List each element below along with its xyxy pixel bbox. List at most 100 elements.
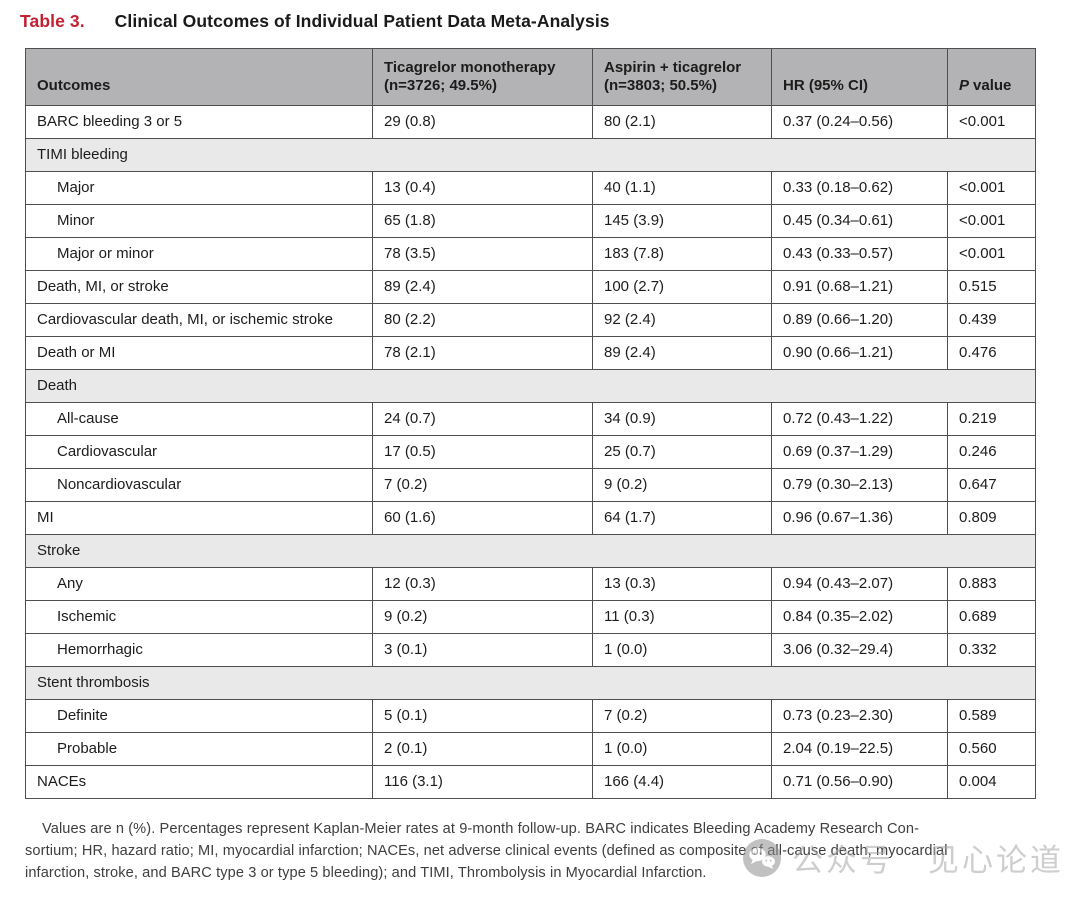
value-cell: 0.90 (0.66–1.21) (771, 336, 948, 370)
value-cell: 80 (2.2) (372, 303, 593, 337)
value-cell: 13 (0.4) (372, 171, 593, 205)
value-cell: 100 (2.7) (592, 270, 772, 304)
value-cell: 0.96 (0.67–1.36) (771, 501, 948, 535)
value-cell: 60 (1.6) (372, 501, 593, 535)
value-cell: 0.809 (947, 501, 1036, 535)
value-cell: 12 (0.3) (372, 567, 593, 601)
section-label: Stroke (25, 534, 1036, 568)
value-cell: 0.246 (947, 435, 1036, 469)
outcome-cell: Cardiovascular (25, 435, 373, 469)
table-row: Noncardiovascular 7 (0.2) 9 (0.2) 0.79 (0.3… (25, 468, 1036, 502)
table-row: Minor 65 (1.8) 145 (3.9) 0.45 (0.34–0.61) <0… (25, 204, 1036, 238)
table-row: Major 13 (0.4) 40 (1.1) 0.33 (0.18–0.62) <0.… (25, 171, 1036, 205)
outcome-cell: NACEs (25, 765, 373, 799)
col-header-ticagrelor: Ticagrelor monotherapy (n=3726; 49.5%) (372, 48, 593, 106)
value-cell: 65 (1.8) (372, 204, 593, 238)
value-cell: 0.004 (947, 765, 1036, 799)
value-cell: 5 (0.1) (372, 699, 593, 733)
value-cell: <0.001 (947, 204, 1036, 238)
value-cell: 0.647 (947, 468, 1036, 502)
value-cell: 3 (0.1) (372, 633, 593, 667)
section-row: Stent thrombosis (25, 666, 1036, 700)
table-row: Any 12 (0.3) 13 (0.3) 0.94 (0.43–2.07) 0.883 (25, 567, 1036, 601)
value-cell: 0.689 (947, 600, 1036, 634)
table-row: BARC bleeding 3 or 5 29 (0.8) 80 (2.1) 0.37… (25, 105, 1036, 139)
outcome-cell: Noncardiovascular (25, 468, 373, 502)
header-row: Outcomes Ticagrelor monotherapy (n=3726;… (25, 48, 1036, 106)
col-header-hr-label: HR (95% CI) (783, 77, 869, 95)
value-cell: 7 (0.2) (372, 468, 593, 502)
section-row: TIMI bleeding (25, 138, 1036, 172)
value-cell: <0.001 (947, 105, 1036, 139)
value-cell: 2.04 (0.19–22.5) (771, 732, 948, 766)
value-cell: 0.515 (947, 270, 1036, 304)
value-cell: 1 (0.0) (592, 732, 772, 766)
footnote-line: Values are n (%). Percentages represent … (42, 821, 920, 837)
col-header-ticagrelor-sub: (n=3726; 49.5%) (384, 77, 497, 95)
footnote-line: infarction, stroke, and BARC type 3 or t… (25, 864, 707, 881)
table-body: BARC bleeding 3 or 5 29 (0.8) 80 (2.1) 0.37… (25, 105, 1036, 799)
table-row: Cardiovascular 17 (0.5) 25 (0.7) 0.69 (0.37… (25, 435, 1036, 469)
value-cell: 0.79 (0.30–2.13) (771, 468, 948, 502)
value-cell: 116 (3.1) (372, 765, 593, 799)
col-header-outcomes: Outcomes (25, 48, 373, 106)
value-cell: 0.476 (947, 336, 1036, 370)
outcome-cell: Minor (25, 204, 373, 238)
value-cell: 1 (0.0) (592, 633, 772, 667)
value-cell: 92 (2.4) (592, 303, 772, 337)
value-cell: 11 (0.3) (592, 600, 772, 634)
value-cell: 0.219 (947, 402, 1036, 436)
outcome-cell: BARC bleeding 3 or 5 (25, 105, 373, 139)
section-label: Death (25, 369, 1036, 403)
value-cell: 0.332 (947, 633, 1036, 667)
value-cell: 80 (2.1) (592, 105, 772, 139)
value-cell: 0.33 (0.18–0.62) (771, 171, 948, 205)
value-cell: 9 (0.2) (592, 468, 772, 502)
table-row: Probable 2 (0.1) 1 (0.0) 2.04 (0.19–22.5) 0.… (25, 732, 1036, 766)
value-cell: 3.06 (0.32–29.4) (771, 633, 948, 667)
value-cell: <0.001 (947, 171, 1036, 205)
value-cell: 0.45 (0.34–0.61) (771, 204, 948, 238)
value-cell: 0.560 (947, 732, 1036, 766)
value-cell: 89 (2.4) (372, 270, 593, 304)
value-cell: 0.71 (0.56–0.90) (771, 765, 948, 799)
footnote-line: sortium; HR, hazard ratio; MI, myocardia… (25, 842, 948, 859)
table-row: Hemorrhagic 3 (0.1) 1 (0.0) 3.06 (0.32–29.4… (25, 633, 1036, 667)
outcome-cell: Death, MI, or stroke (25, 270, 373, 304)
value-cell: 166 (4.4) (592, 765, 772, 799)
table-number: Table 3. (20, 11, 85, 31)
value-cell: 0.72 (0.43–1.22) (771, 402, 948, 436)
value-cell: 0.69 (0.37–1.29) (771, 435, 948, 469)
section-row: Stroke (25, 534, 1036, 568)
col-header-p-rest: value (973, 77, 1012, 95)
table-row: MI 60 (1.6) 64 (1.7) 0.96 (0.67–1.36) 0.809 (25, 501, 1036, 535)
value-cell: 0.94 (0.43–2.07) (771, 567, 948, 601)
value-cell: 24 (0.7) (372, 402, 593, 436)
value-cell: 89 (2.4) (592, 336, 772, 370)
section-label: Stent thrombosis (25, 666, 1036, 700)
value-cell: 7 (0.2) (592, 699, 772, 733)
value-cell: 0.73 (0.23–2.30) (771, 699, 948, 733)
value-cell: 0.89 (0.66–1.20) (771, 303, 948, 337)
col-header-hr: HR (95% CI) (771, 48, 948, 106)
outcome-cell: Any (25, 567, 373, 601)
value-cell: 0.883 (947, 567, 1036, 601)
outcome-cell: Hemorrhagic (25, 633, 373, 667)
section-row: Death (25, 369, 1036, 403)
outcome-cell: All-cause (25, 402, 373, 436)
value-cell: 145 (3.9) (592, 204, 772, 238)
table-row: Ischemic 9 (0.2) 11 (0.3) 0.84 (0.35–2.02) 0… (25, 600, 1036, 634)
value-cell: 78 (3.5) (372, 237, 593, 271)
value-cell: 0.37 (0.24–0.56) (771, 105, 948, 139)
outcome-cell: MI (25, 501, 373, 535)
value-cell: 13 (0.3) (592, 567, 772, 601)
outcome-cell: Definite (25, 699, 373, 733)
table-title: Table 3. Clinical Outcomes of Individual … (20, 11, 610, 32)
table-row: Cardiovascular death, MI, or ischemic st… (25, 303, 1036, 337)
value-cell: 183 (7.8) (592, 237, 772, 271)
col-header-aspirin-sub: (n=3803; 50.5%) (604, 77, 717, 95)
outcome-cell: Major or minor (25, 237, 373, 271)
value-cell: 9 (0.2) (372, 600, 593, 634)
table-row: Definite 5 (0.1) 7 (0.2) 0.73 (0.23–2.30) 0.… (25, 699, 1036, 733)
